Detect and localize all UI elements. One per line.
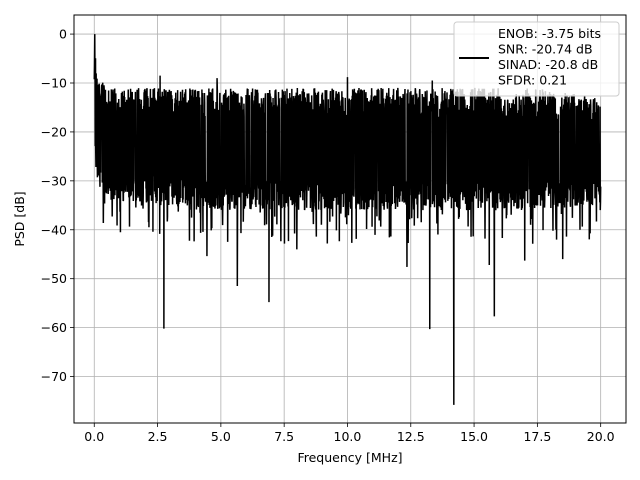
y-tick-label: −50 bbox=[41, 271, 67, 286]
x-tick-label: 0.0 bbox=[84, 429, 104, 444]
legend-entry: ENOB: -3.75 bits SNR: -20.74 dB SINAD: -20… bbox=[498, 26, 601, 88]
x-tick-label: 20.0 bbox=[587, 429, 615, 444]
axes-frame bbox=[73, 14, 627, 424]
y-tick-label: −60 bbox=[41, 320, 67, 335]
x-tick-label: 5.0 bbox=[211, 429, 231, 444]
x-tick-label: 10.0 bbox=[334, 429, 362, 444]
y-tick-label: −40 bbox=[41, 222, 67, 237]
x-tick-label: 17.5 bbox=[523, 429, 551, 444]
y-axis-label: PSD [dB] bbox=[12, 191, 27, 246]
legend-box bbox=[453, 21, 620, 97]
legend: ENOB: -3.75 bits SNR: -20.74 dB SINAD: -20… bbox=[453, 21, 620, 97]
x-axis-label: Frequency [MHz] bbox=[297, 450, 402, 465]
y-axis-ticks: 0 −10 −20 −30 −40 −50 −60 −70 bbox=[41, 27, 74, 384]
y-tick-label: −30 bbox=[41, 173, 67, 188]
y-tick-label: −10 bbox=[41, 76, 67, 91]
x-tick-label: 2.5 bbox=[148, 429, 168, 444]
y-tick-label: −20 bbox=[41, 124, 67, 139]
y-tick-label: 0 bbox=[59, 27, 67, 42]
x-tick-label: 12.5 bbox=[397, 429, 425, 444]
x-tick-label: 7.5 bbox=[274, 429, 294, 444]
y-tick-label: −70 bbox=[41, 369, 67, 384]
x-axis-ticks: 0.0 2.5 5.0 7.5 10.0 12.5 15.0 17.5 20.0 bbox=[84, 423, 615, 444]
x-tick-label: 15.0 bbox=[460, 429, 488, 444]
